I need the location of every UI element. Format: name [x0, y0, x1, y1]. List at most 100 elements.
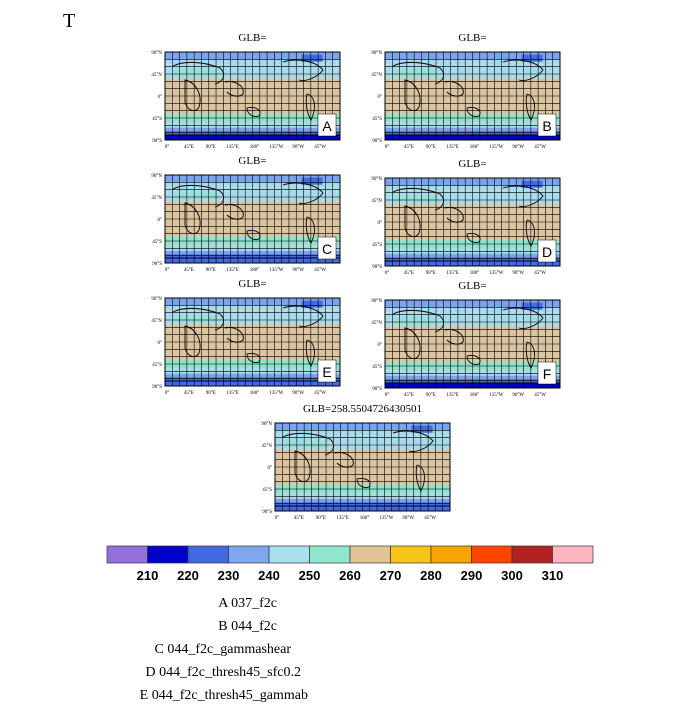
lon-tick-label: 135°E	[336, 516, 349, 521]
panel-label-box	[317, 113, 337, 137]
colorbar-label: 210	[137, 568, 159, 583]
coastline	[404, 327, 421, 360]
coastline	[172, 184, 225, 208]
lon-tick-label: 90°E	[316, 516, 326, 521]
colorbar-swatch	[147, 545, 189, 564]
lon-tick-label: 0°	[165, 268, 170, 273]
colorbar-label: 260	[339, 568, 361, 583]
coastline	[392, 309, 445, 333]
coastline	[466, 355, 481, 365]
lon-tick-label: 135°E	[446, 271, 459, 276]
lat-tick-label: 0°	[378, 221, 383, 226]
panel-label-box	[317, 236, 337, 260]
lon-tick-label: 135°W	[269, 145, 283, 150]
lon-tick-label: 45°E	[294, 516, 304, 521]
coastline	[404, 79, 421, 112]
panel-title: GLB=	[238, 32, 267, 44]
coastline	[392, 430, 434, 452]
coastline	[502, 59, 544, 81]
lon-tick-label: 180°	[470, 145, 480, 150]
lon-tick-label: 135°E	[226, 391, 239, 396]
lat-tick-label: 45°N	[151, 196, 162, 201]
lon-tick-label: 90°E	[206, 391, 216, 396]
panel-label: A	[322, 118, 332, 134]
panel-title: GLB=	[458, 32, 487, 44]
coastline	[305, 216, 315, 244]
coastline	[224, 204, 244, 220]
coastline	[525, 219, 535, 247]
lon-tick-label: 45°E	[184, 268, 194, 273]
coastline	[466, 233, 481, 243]
lon-tick-label: 135°E	[446, 393, 459, 398]
lat-tick-label: 90°S	[372, 387, 382, 392]
colorbar-swatch	[106, 545, 148, 564]
coastline	[415, 464, 425, 492]
lon-tick-label: 90°W	[512, 271, 524, 276]
lat-tick-label: 45°S	[372, 365, 382, 370]
colorbar-label: 300	[501, 568, 523, 583]
lat-tick-label: 90°N	[151, 174, 162, 179]
colorbar-label: 240	[258, 568, 280, 583]
lat-tick-label: 90°N	[151, 51, 162, 56]
panel-title: GLB=	[458, 280, 487, 292]
coastline	[184, 325, 201, 358]
lon-tick-label: 90°E	[206, 268, 216, 273]
lat-tick-label: 90°S	[152, 139, 162, 144]
colorbar-swatch	[187, 545, 229, 564]
coastline	[444, 329, 464, 345]
panel-title: GLB=258.5504726430501	[303, 403, 422, 415]
coastline	[502, 185, 544, 207]
panel-label-box	[537, 113, 557, 137]
lon-tick-label: 45°E	[404, 145, 414, 150]
coastline	[444, 81, 464, 97]
legend-entry: A 037_f2c	[218, 596, 277, 611]
lon-tick-label: 90°W	[292, 268, 304, 273]
lon-tick-label: 135°W	[489, 271, 503, 276]
colorbar-label: 310	[542, 568, 564, 583]
coastline	[392, 187, 445, 211]
coastline	[224, 81, 244, 97]
coastline	[334, 452, 354, 468]
lat-tick-label: 90°S	[152, 262, 162, 267]
panel-label-box	[317, 359, 337, 383]
lon-tick-label: 180°	[250, 145, 260, 150]
coastline	[184, 79, 201, 112]
lon-tick-label: 90°W	[292, 391, 304, 396]
lat-tick-label: 45°N	[371, 73, 382, 78]
lat-tick-label: 0°	[158, 95, 163, 100]
colorbar-label: 280	[420, 568, 442, 583]
lon-tick-label: 135°W	[269, 391, 283, 396]
lat-tick-label: 45°S	[372, 243, 382, 248]
lon-tick-label: 45°E	[404, 393, 414, 398]
lon-tick-label: 135°E	[226, 145, 239, 150]
colorbar-swatch	[552, 545, 594, 564]
lon-tick-label: 90°E	[206, 145, 216, 150]
lon-tick-label: 0°	[165, 145, 170, 150]
lat-tick-label: 45°S	[152, 117, 162, 122]
colorbar-swatch	[228, 545, 270, 564]
lat-tick-label: 90°N	[371, 51, 382, 56]
colorbar-swatch	[430, 545, 472, 564]
colorbar-swatch	[471, 545, 513, 564]
lon-tick-label: 45°E	[184, 145, 194, 150]
coastline	[356, 478, 371, 488]
map-panel: 90°N45°N0°45°S90°S0° 45°E 90°E 135°E 180° 135…	[371, 51, 561, 150]
lon-tick-label: 45°E	[404, 271, 414, 276]
lat-tick-label: 0°	[268, 466, 273, 471]
coastline	[305, 93, 315, 121]
panel-title: GLB=	[238, 155, 267, 167]
lon-tick-label: 90°E	[426, 145, 436, 150]
lon-tick-label: 180°	[250, 268, 260, 273]
colorbar-swatch	[268, 545, 310, 564]
coastline	[246, 353, 261, 363]
panel-label: C	[322, 241, 332, 257]
lat-tick-label: 0°	[158, 218, 163, 223]
coastline	[294, 450, 311, 483]
lon-tick-label: 135°W	[379, 516, 393, 521]
lon-tick-label: 90°W	[512, 393, 524, 398]
coastline	[282, 305, 324, 327]
lon-tick-label: 0°	[385, 145, 390, 150]
coastline	[466, 107, 481, 117]
lon-tick-label: 0°	[385, 271, 390, 276]
lon-tick-label: 180°	[250, 391, 260, 396]
